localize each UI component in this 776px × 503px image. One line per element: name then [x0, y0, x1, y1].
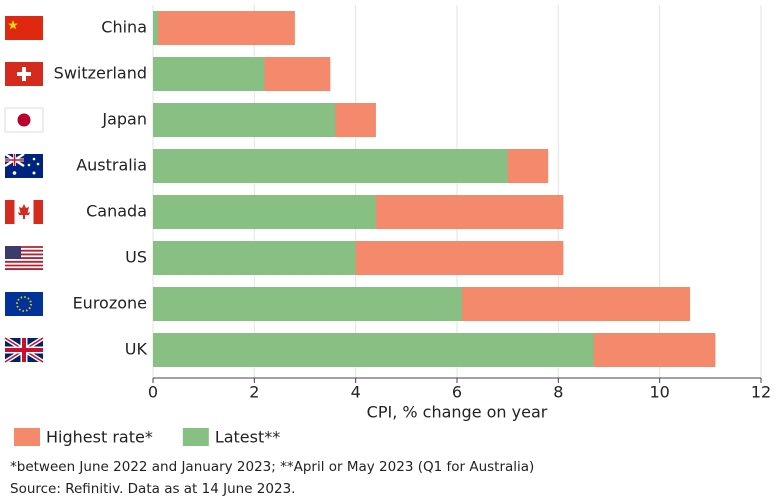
bar — [153, 57, 265, 91]
y-tick-label: China — [101, 18, 147, 37]
flag-us — [5, 246, 43, 271]
bar — [153, 11, 159, 45]
flag-uk — [3, 336, 45, 364]
footnote: Source: Refinitiv. Data as at 14 June 20… — [10, 481, 295, 497]
flag-switzerland — [5, 62, 43, 86]
legend-swatch — [182, 428, 209, 446]
bar — [153, 11, 295, 45]
flag-japan — [4, 107, 44, 133]
legend-label: Latest** — [215, 428, 280, 447]
flag-china — [5, 16, 43, 40]
y-tick-label: Canada — [86, 202, 147, 221]
legend-label: Highest rate* — [46, 428, 153, 447]
flag-australia — [4, 152, 43, 178]
y-tick-label: Eurozone — [73, 294, 147, 313]
x-axis-label: CPI, % change on year — [367, 403, 548, 422]
bar — [153, 241, 356, 275]
y-tick-label: Japan — [101, 110, 147, 129]
footnote: *between June 2022 and January 2023; **A… — [10, 459, 534, 475]
flag-canada — [5, 200, 43, 224]
x-tick-label: 2 — [249, 383, 259, 402]
legend-swatch — [14, 428, 40, 446]
x-tick-label: 0 — [148, 383, 158, 402]
y-tick-label: US — [125, 248, 147, 267]
x-tick-label: 12 — [751, 383, 771, 402]
y-tick-label: Australia — [76, 156, 147, 175]
y-tick-label: UK — [125, 340, 148, 359]
x-tick-label: 10 — [649, 383, 669, 402]
x-tick-label: 4 — [351, 383, 361, 402]
bar — [153, 103, 336, 137]
bar — [153, 195, 376, 229]
bar — [153, 287, 463, 321]
y-tick-label: Switzerland — [54, 64, 147, 83]
flag-eu — [5, 292, 43, 316]
x-tick-label: 8 — [553, 383, 563, 402]
bar — [153, 149, 508, 183]
flags — [3, 16, 45, 364]
bar — [153, 333, 594, 367]
x-tick-label: 6 — [452, 383, 462, 402]
